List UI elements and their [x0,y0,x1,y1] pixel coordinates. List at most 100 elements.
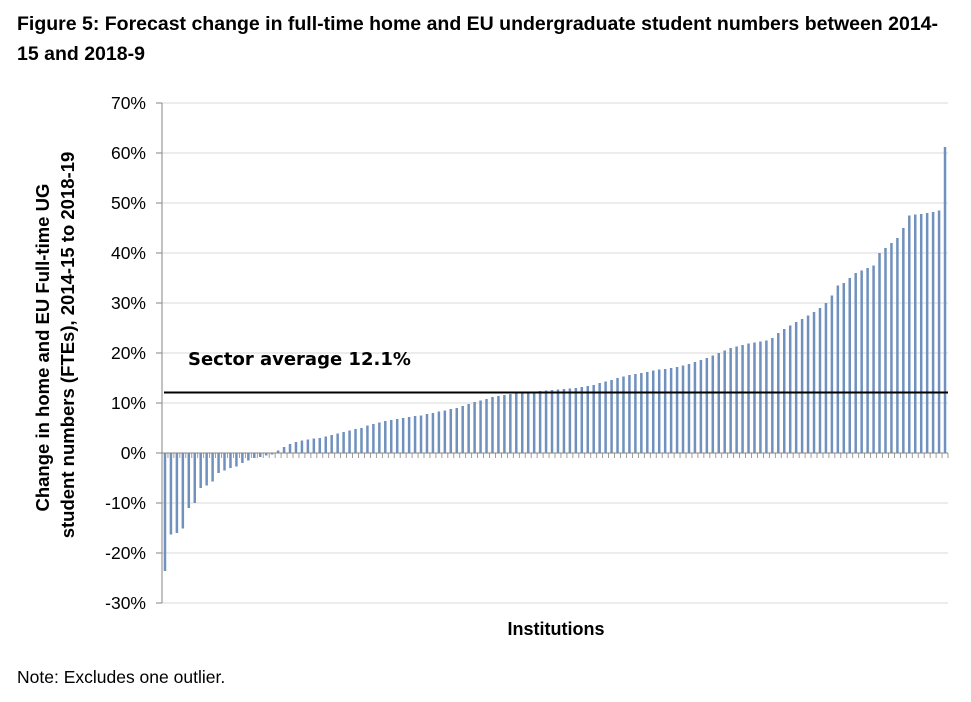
bar [669,368,673,453]
bar [878,253,881,453]
bar [503,395,506,453]
y-tick-label: -30% [105,593,146,613]
bar [896,238,899,453]
bar [491,397,494,453]
bar [384,421,387,453]
bar [193,453,196,503]
bar [723,350,726,453]
bar [628,375,631,453]
bar [532,392,536,453]
bar [259,453,262,457]
bar [538,391,542,453]
bar [300,440,304,453]
bar [181,453,185,529]
bar [449,409,453,453]
bar [830,295,834,453]
bar [324,436,327,453]
bar [241,453,244,463]
bar [783,329,786,453]
bar [431,413,435,453]
bar [378,422,381,453]
bar [568,388,572,453]
bar [419,415,423,453]
bars [163,147,949,571]
bar [747,343,750,453]
bar [473,402,476,453]
bar [479,400,482,453]
y-tick-label: 20% [111,343,146,363]
y-tick-label: 70% [111,93,146,113]
bar [925,213,929,453]
bar [717,353,720,453]
bar [264,453,268,456]
bar [413,416,417,453]
bar [872,265,875,453]
bar [354,429,357,453]
bar [788,325,792,453]
bar [443,410,447,453]
bar [586,386,589,453]
bar [282,447,286,453]
bar [366,425,369,453]
bar [729,348,732,453]
y-tick-label: 40% [111,243,146,263]
bar [312,438,316,453]
y-axis-label-line-1: Change in home and EU Full-time UG [32,184,53,512]
bar [169,453,173,535]
bar [866,268,869,453]
y-tick-label: 50% [111,193,146,213]
bar [634,374,637,453]
y-tick-labels: -30% -20% -10% 0% 10% 20% 30% 40% 50% 60% 70% [105,93,146,613]
bar [693,362,697,453]
bar [163,453,167,571]
bar [253,453,256,458]
bar [735,346,738,453]
bar [306,439,310,453]
bar [330,435,333,453]
bar [919,214,923,453]
bar [205,453,208,486]
bar [622,376,625,453]
bar [497,396,500,453]
bar [681,365,685,453]
y-tick-label: 60% [111,143,146,163]
bar [663,369,667,453]
bar [753,342,756,453]
bar [580,387,584,453]
bar [360,428,363,453]
y-axis-label: Change in home and EU Full-time UG stude… [32,152,78,539]
bar [765,340,768,453]
bar [616,378,619,453]
bar [288,444,292,453]
bar [908,215,911,453]
bar [395,419,399,453]
bar [199,453,202,488]
bar [818,308,822,453]
bar [276,450,280,453]
bar [175,453,179,533]
bar [247,453,250,461]
bar [759,341,762,453]
gridlines [156,102,948,604]
bar [294,442,298,453]
bar [800,319,804,453]
bar [705,358,709,453]
bar [794,322,798,453]
bar [646,372,649,453]
bar [556,389,560,453]
bar [574,388,578,453]
y-tick-label: 10% [111,393,146,413]
bar [699,360,703,453]
y-tick-label: -10% [105,493,146,513]
bar [657,369,661,453]
bar [652,370,655,453]
bar [509,394,512,453]
bar [270,453,274,455]
bar [943,147,947,453]
bar [687,364,691,453]
bar [407,417,411,453]
bar [890,243,893,453]
bar [544,390,548,453]
bar [425,414,429,453]
